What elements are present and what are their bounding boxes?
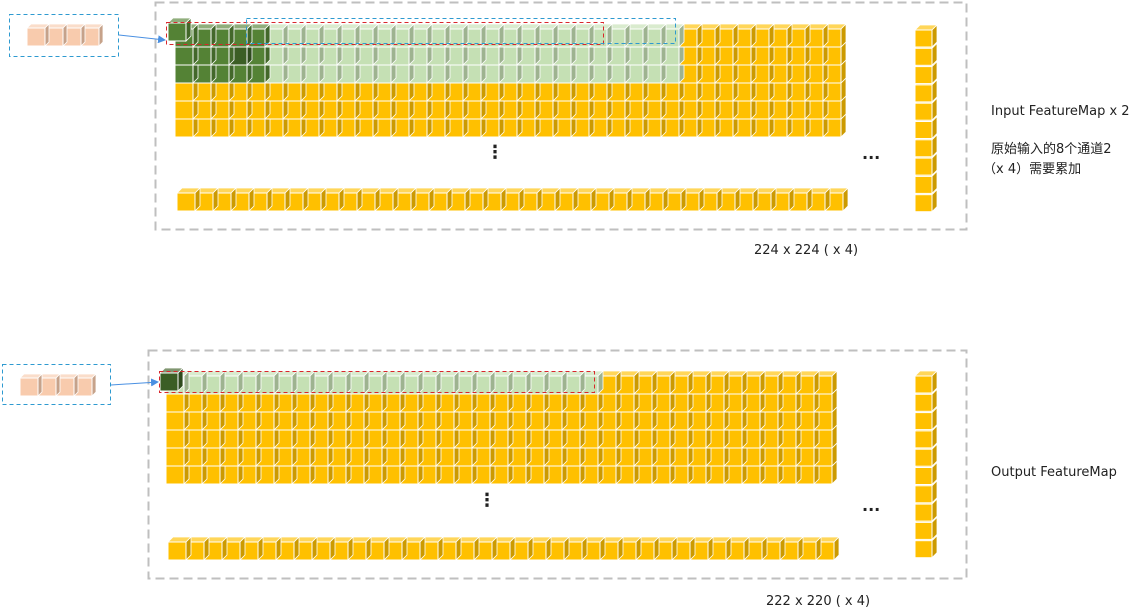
input-window-highlight bbox=[246, 18, 676, 44]
output-right-column-cube bbox=[914, 370, 938, 394]
output-vertical-ellipsis: ⋮ bbox=[478, 490, 496, 511]
peach-cube bbox=[37, 373, 61, 397]
input-size-label: 224 x 224 ( x 4) bbox=[754, 243, 859, 258]
peach-cube bbox=[19, 373, 43, 397]
input-bottom-row-cube bbox=[176, 187, 201, 212]
cube-grids bbox=[19, 17, 938, 561]
input-grid-cube bbox=[264, 23, 289, 48]
output-size-label: 222 x 220 ( x 4) bbox=[766, 594, 871, 609]
peach-cube bbox=[55, 373, 79, 397]
input-vector-frame bbox=[9, 14, 119, 57]
peach-cube bbox=[62, 23, 86, 47]
input-right-column-cube bbox=[914, 24, 938, 48]
input-bottom-row-cube bbox=[302, 187, 327, 212]
input-bottom-row-cube bbox=[266, 187, 291, 212]
output-horizontal-ellipsis: ... bbox=[862, 496, 881, 515]
output-featuremap-title: Output FeatureMap bbox=[991, 465, 1117, 480]
input-vertical-ellipsis: ⋮ bbox=[486, 142, 504, 163]
peach-cube bbox=[44, 23, 68, 47]
input-arrow bbox=[118, 34, 166, 44]
output-row-highlight bbox=[159, 371, 595, 393]
output-vector-frame bbox=[2, 364, 111, 405]
output-arrow bbox=[110, 378, 159, 387]
input-kernel-cube bbox=[167, 17, 192, 42]
input-horizontal-ellipsis: ... bbox=[862, 144, 881, 163]
input-panel-frame bbox=[154, 1, 968, 231]
input-channel-note-line2: （x 4）需要累加 bbox=[983, 162, 1082, 177]
peach-cube bbox=[26, 23, 50, 47]
input-row-highlight bbox=[166, 22, 604, 45]
output-panel-frame bbox=[147, 349, 968, 580]
input-channel-note-line1: 原始输入的8个通道2 bbox=[991, 142, 1112, 157]
input-bottom-row-cube bbox=[734, 187, 759, 212]
output-bottom-row-cube bbox=[167, 536, 192, 561]
input-featuremap-title: Input FeatureMap x 2 bbox=[991, 104, 1130, 119]
highlight-overlays bbox=[2, 14, 676, 405]
input-grid-cube bbox=[534, 23, 559, 48]
panel-frames bbox=[147, 1, 968, 580]
